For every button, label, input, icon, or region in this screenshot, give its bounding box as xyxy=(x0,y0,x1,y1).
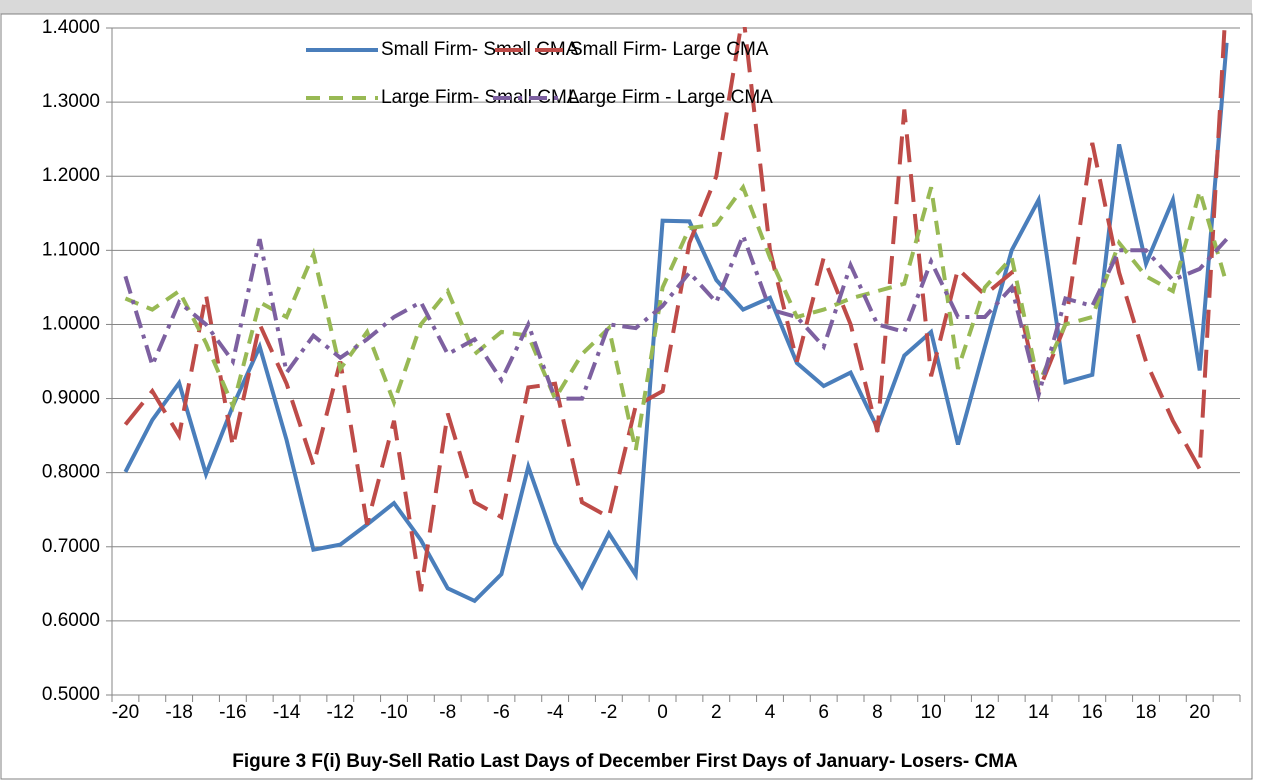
series-line xyxy=(123,27,1227,592)
x-tick-label: 20 xyxy=(1189,702,1210,723)
chart-frame xyxy=(0,13,1253,780)
y-tick-label: 1.2000 xyxy=(42,165,100,186)
x-tick-label: 8 xyxy=(872,702,883,723)
y-tick-label: 1.0000 xyxy=(42,313,100,334)
x-tick-label: 18 xyxy=(1135,702,1156,723)
x-tick-label: -14 xyxy=(273,702,301,723)
x-tick-label: 0 xyxy=(657,702,668,723)
x-tick-label: -18 xyxy=(165,702,192,723)
legend-label: Large Firm - Large CMA xyxy=(568,87,773,108)
x-tick-label: -6 xyxy=(493,702,510,723)
chart-title: Figure 3 F(i) Buy-Sell Ratio Last Days o… xyxy=(232,751,1018,772)
x-tick-label: 6 xyxy=(818,702,829,723)
y-tick-label: 1.4000 xyxy=(42,17,100,38)
x-tick-label: 14 xyxy=(1028,702,1050,723)
series-line xyxy=(123,42,1229,604)
y-tick-label: 0.5000 xyxy=(42,684,100,705)
x-tick-label: -2 xyxy=(600,702,617,723)
x-tick-label: -4 xyxy=(547,702,564,723)
x-tick-label: -20 xyxy=(112,702,139,723)
legend-label: Small Firm- Small CMA xyxy=(381,39,579,60)
y-tick-label: 0.8000 xyxy=(42,462,100,483)
x-tick-label: -16 xyxy=(219,702,246,723)
legend-label: Large Firm- Small CMA xyxy=(381,87,580,108)
y-tick-label: 0.7000 xyxy=(42,536,100,557)
series-line xyxy=(123,229,1229,403)
x-tick-label: 4 xyxy=(765,702,776,723)
x-tick-label: -8 xyxy=(439,702,456,723)
x-tick-label: -10 xyxy=(380,702,407,723)
y-tick-label: 1.3000 xyxy=(42,91,100,112)
legend-label: Small Firm- Large CMA xyxy=(570,39,769,60)
x-tick-label: 12 xyxy=(974,702,995,723)
y-tick-label: 0.6000 xyxy=(42,610,100,631)
top-bar xyxy=(0,0,1252,14)
x-tick-label: 10 xyxy=(921,702,942,723)
y-tick-label: 0.9000 xyxy=(42,388,100,409)
x-tick-label: -12 xyxy=(327,702,354,723)
x-tick-label: 2 xyxy=(711,702,722,723)
x-tick-label: 16 xyxy=(1082,702,1103,723)
plot xyxy=(123,27,1229,604)
y-tick-label: 1.1000 xyxy=(42,239,100,260)
